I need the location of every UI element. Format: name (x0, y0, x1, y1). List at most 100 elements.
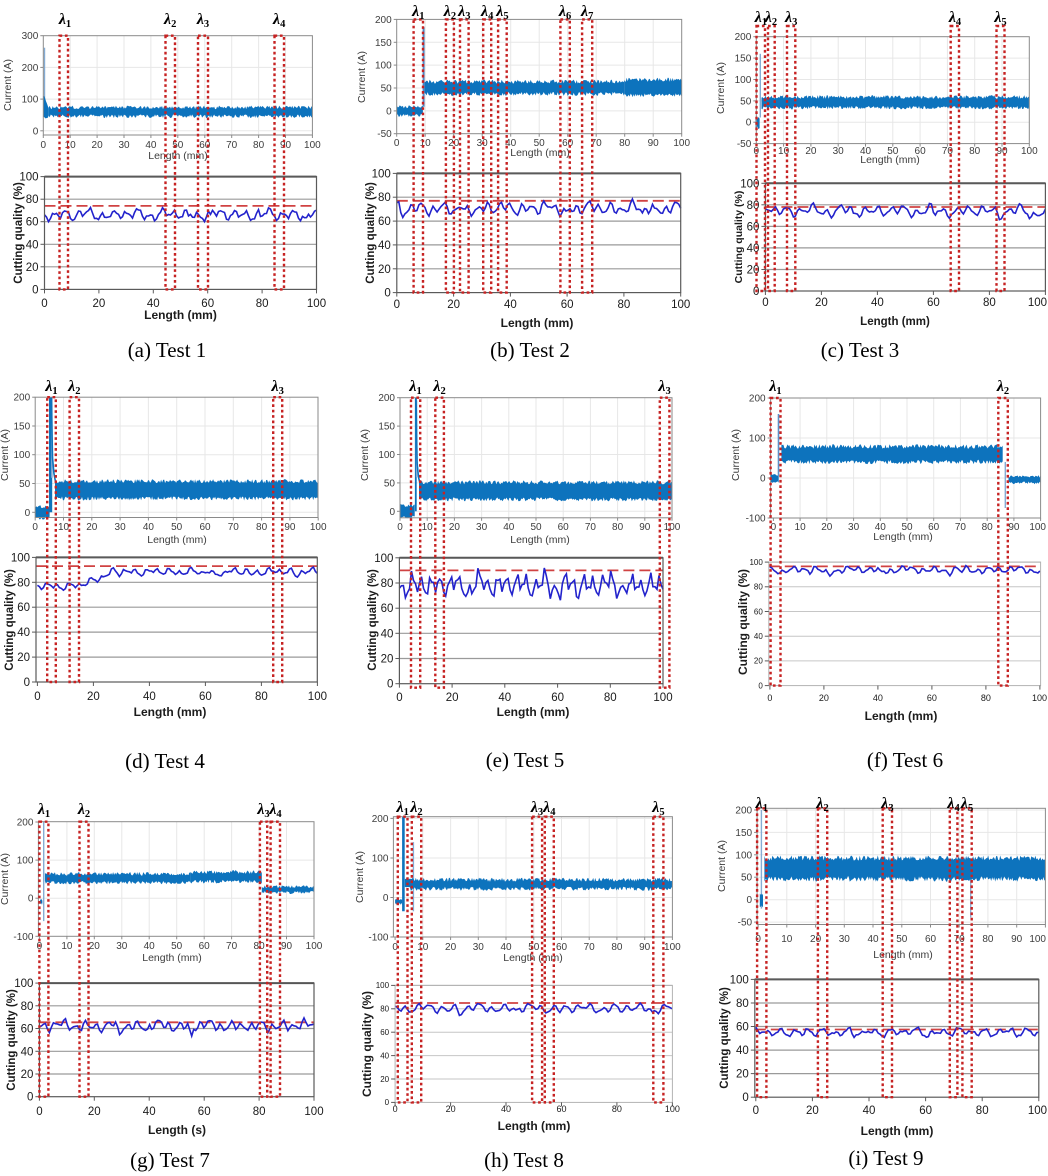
svg-text:60: 60 (927, 693, 937, 703)
svg-text:40: 40 (380, 1051, 389, 1060)
svg-text:30: 30 (833, 146, 845, 157)
svg-text:150: 150 (375, 38, 392, 49)
svg-text:Cutting quality (%): Cutting quality (%) (365, 182, 377, 284)
svg-text:100: 100 (304, 140, 321, 151)
svg-text:0: 0 (394, 138, 400, 149)
svg-text:100: 100 (376, 981, 390, 990)
svg-text:20: 20 (88, 1106, 101, 1118)
svg-text:0: 0 (32, 284, 38, 296)
svg-text:200: 200 (372, 814, 389, 825)
svg-text:30: 30 (839, 934, 851, 945)
svg-text:0: 0 (753, 1105, 759, 1117)
svg-text:80: 80 (604, 692, 617, 704)
svg-text:200: 200 (14, 393, 31, 404)
svg-text:50: 50 (896, 934, 908, 945)
svg-text:40: 40 (26, 239, 39, 251)
svg-text:200: 200 (17, 818, 34, 829)
svg-text:20: 20 (381, 654, 394, 666)
svg-text:70: 70 (954, 934, 966, 945)
svg-text:-50: -50 (377, 129, 392, 140)
svg-text:100: 100 (19, 172, 38, 184)
svg-text:20: 20 (736, 1069, 749, 1081)
svg-text:0: 0 (385, 1098, 390, 1107)
svg-text:100: 100 (735, 850, 752, 861)
svg-text:80: 80 (380, 1005, 389, 1014)
svg-text:100: 100 (673, 138, 690, 149)
svg-text:40: 40 (498, 692, 511, 704)
svg-text:70: 70 (228, 522, 240, 533)
svg-text:20: 20 (754, 657, 763, 666)
svg-text:30: 30 (473, 942, 485, 953)
svg-text:70: 70 (942, 146, 954, 157)
svg-text:70: 70 (226, 140, 238, 151)
svg-text:100: 100 (1029, 934, 1046, 945)
svg-text:50: 50 (887, 146, 899, 157)
svg-text:30: 30 (116, 941, 128, 952)
svg-text:30: 30 (115, 522, 127, 533)
svg-text:40: 40 (736, 1045, 749, 1057)
svg-text:0: 0 (387, 679, 393, 691)
svg-text:60: 60 (927, 297, 940, 309)
svg-text:100: 100 (310, 522, 327, 533)
svg-text:60: 60 (558, 522, 570, 533)
svg-text:40: 40 (873, 693, 883, 703)
svg-text:40: 40 (21, 1046, 34, 1058)
svg-text:Length (mm): Length (mm) (510, 534, 570, 546)
svg-text:90: 90 (648, 138, 660, 149)
svg-text:100: 100 (1021, 146, 1038, 157)
svg-text:40: 40 (143, 522, 155, 533)
svg-text:100: 100 (22, 95, 39, 106)
svg-text:50: 50 (384, 478, 396, 489)
svg-text:60: 60 (551, 692, 564, 704)
svg-text:(c) Test 3: (c) Test 3 (821, 338, 900, 362)
svg-text:-100: -100 (13, 932, 33, 943)
svg-text:(g) Test 7: (g) Test 7 (130, 1148, 210, 1172)
svg-text:50: 50 (740, 96, 752, 107)
svg-text:Length (mm): Length (mm) (865, 709, 938, 723)
svg-text:100: 100 (14, 978, 33, 990)
svg-text:50: 50 (901, 522, 913, 533)
svg-text:100: 100 (671, 299, 690, 311)
svg-text:20: 20 (21, 1069, 34, 1081)
svg-text:90: 90 (639, 522, 651, 533)
svg-text:70: 70 (955, 522, 967, 533)
svg-text:40: 40 (500, 942, 512, 953)
svg-text:20: 20 (17, 652, 30, 664)
svg-text:0: 0 (392, 942, 398, 953)
svg-text:0: 0 (36, 1106, 42, 1118)
svg-text:200: 200 (22, 63, 39, 74)
svg-text:0: 0 (386, 106, 392, 117)
svg-text:100: 100 (740, 178, 759, 190)
svg-text:20: 20 (449, 522, 461, 533)
svg-text:Cutting quality (%): Cutting quality (%) (13, 182, 25, 284)
svg-text:100: 100 (665, 1104, 680, 1114)
svg-text:40: 40 (867, 934, 879, 945)
svg-text:Length (mm): Length (mm) (510, 147, 570, 159)
svg-text:0: 0 (758, 681, 763, 690)
svg-text:Current (A): Current (A) (356, 51, 368, 103)
svg-text:0: 0 (396, 692, 402, 704)
svg-text:200: 200 (735, 32, 752, 43)
svg-text:40: 40 (875, 522, 887, 533)
svg-text:(i) Test 9: (i) Test 9 (848, 1146, 923, 1170)
svg-text:90: 90 (1008, 522, 1020, 533)
svg-text:40: 40 (503, 522, 515, 533)
svg-text:20: 20 (446, 692, 459, 704)
svg-text:100: 100 (664, 522, 681, 533)
svg-text:(e) Test 5: (e) Test 5 (486, 748, 565, 772)
svg-text:0: 0 (384, 288, 390, 300)
svg-text:100: 100 (307, 298, 326, 310)
svg-text:50: 50 (741, 873, 753, 884)
svg-text:Current (A): Current (A) (2, 59, 14, 111)
svg-text:20: 20 (447, 299, 460, 311)
svg-text:150: 150 (735, 828, 752, 839)
svg-text:150: 150 (378, 422, 395, 433)
svg-text:(a) Test 1: (a) Test 1 (128, 338, 207, 362)
svg-text:30: 30 (118, 140, 130, 151)
svg-text:70: 70 (585, 522, 597, 533)
svg-text:0: 0 (762, 297, 768, 309)
svg-text:80: 80 (969, 146, 981, 157)
svg-text:80: 80 (256, 298, 269, 310)
svg-text:Current (A): Current (A) (0, 429, 11, 481)
svg-text:10: 10 (422, 522, 434, 533)
